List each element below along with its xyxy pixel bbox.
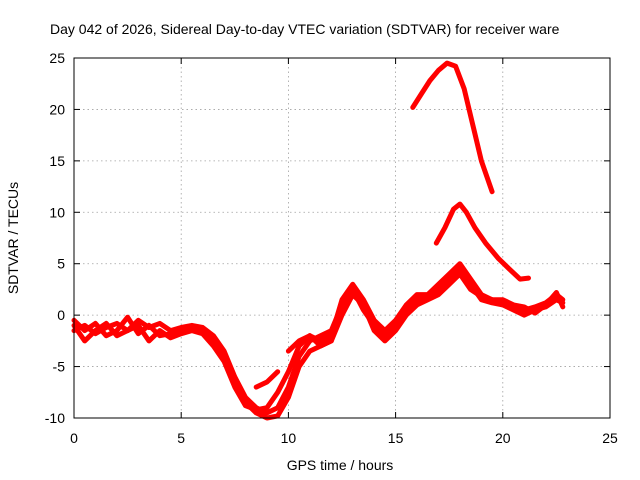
x-tick-label: 5: [177, 430, 185, 446]
y-tick-label: -10: [45, 410, 65, 426]
series-trace-c: [71, 261, 566, 413]
series-trace-e: [285, 333, 334, 354]
chart-title: Day 042 of 2026, Sidereal Day-to-day VTE…: [50, 21, 560, 37]
x-tick-label: 20: [495, 430, 511, 446]
x-axis-label: GPS time / hours: [287, 457, 394, 473]
data-series: [71, 60, 566, 421]
x-tick-label: 15: [388, 430, 404, 446]
series-trace-d: [253, 369, 281, 390]
x-tick-labels: 0 5 10 15 20 25: [70, 430, 618, 446]
x-tick-label: 25: [602, 430, 618, 446]
y-tick-labels: -10 -5 0 5 10 15 20 25: [45, 50, 65, 426]
y-tick-label: 20: [49, 101, 65, 117]
y-tick-label: 0: [57, 307, 65, 323]
series-trace-g: [433, 201, 531, 282]
x-tick-label: 0: [70, 430, 78, 446]
y-tick-label: 10: [49, 204, 65, 220]
y-tick-label: -5: [53, 359, 66, 375]
y-tick-label: 15: [49, 153, 65, 169]
y-axis-label: SDTVAR / TECUs: [5, 182, 21, 294]
grid-lines: [74, 58, 610, 418]
plot-frame: [73, 57, 611, 419]
series-trace-a: [71, 266, 566, 416]
x-tick-label: 10: [281, 430, 297, 446]
series-trace-f: [410, 60, 495, 195]
y-tick-label: 25: [49, 50, 65, 66]
tick-marks: [73, 57, 611, 419]
y-tick-label: 5: [57, 256, 65, 272]
